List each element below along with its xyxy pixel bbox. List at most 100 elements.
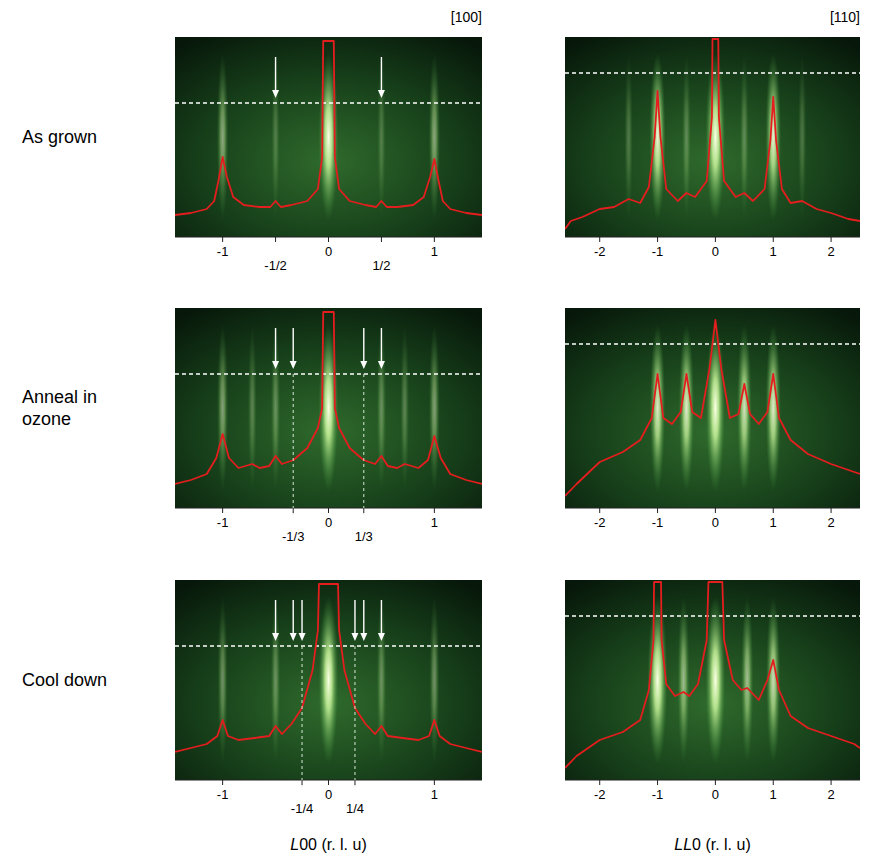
tick-label: 0 [325, 787, 332, 802]
axis-title: L00 (r. l. u) [290, 836, 366, 853]
tick-label: 1 [770, 244, 777, 259]
arrow [378, 328, 385, 369]
row-label: Cool down [22, 670, 107, 690]
tick-mark [222, 237, 223, 242]
arrow [272, 57, 279, 98]
arrow-head [360, 633, 367, 641]
x-axis [565, 780, 860, 781]
arrow-head [290, 361, 297, 369]
axis-title: LL0 (r. l. u) [674, 836, 750, 853]
arrow-shaft [275, 57, 276, 91]
tick-label: 1 [431, 244, 438, 259]
panel-background [175, 580, 482, 780]
arrow-head [378, 633, 385, 641]
row-label-line: Anneal in [22, 387, 102, 407]
row-label-line: ozone [22, 409, 71, 429]
tick-label: -1/3 [282, 529, 304, 544]
tick-label: 1/3 [355, 529, 373, 544]
tick-label: -2 [594, 244, 606, 259]
x-axis [565, 237, 860, 238]
tick-mark [354, 780, 355, 785]
axis-title-part: 0 (r. l. u) [692, 836, 751, 853]
tick-mark [599, 237, 600, 242]
tick-mark [657, 237, 658, 242]
row-label-line: As grown [22, 127, 97, 147]
tick-label: -1 [652, 244, 664, 259]
diffraction-streak [429, 596, 439, 764]
tick-label: 1 [770, 515, 777, 530]
diffraction-streak [650, 324, 665, 492]
tick-label: 1/4 [346, 801, 364, 816]
tick-label: -1 [652, 515, 664, 530]
diffraction-streak [429, 53, 440, 221]
arrow-head [351, 633, 358, 641]
tick-mark [434, 508, 435, 513]
diffraction-streak [377, 324, 387, 492]
tick-label: 0 [325, 515, 332, 530]
tick-mark [434, 780, 435, 785]
grid-line [354, 646, 355, 789]
arrow [378, 600, 385, 641]
diffraction-streak [677, 596, 689, 764]
tick-mark [831, 508, 832, 513]
diffraction-streak [248, 324, 257, 492]
diffraction-streak [705, 596, 725, 764]
diffraction-streak [377, 53, 386, 221]
tick-label: -1 [217, 787, 229, 802]
arrow-head [360, 361, 367, 369]
panel [175, 308, 482, 508]
arrow [360, 328, 367, 369]
tick-label: 1 [431, 787, 438, 802]
grid-line [363, 374, 364, 517]
tick-label: 0 [712, 515, 719, 530]
tick-label: -2 [594, 787, 606, 802]
diffraction-streak [706, 324, 725, 492]
row-label: Anneal in ozone [22, 387, 102, 429]
line-profile [565, 582, 860, 768]
axis-title-part: LL [674, 836, 692, 853]
row-label: As grown [22, 127, 97, 147]
panel [565, 37, 860, 237]
tick-mark [328, 237, 329, 242]
cut-line [565, 615, 860, 617]
tick-label: 1 [431, 515, 438, 530]
arrow-shaft [363, 328, 364, 362]
arrow-shaft [363, 600, 364, 634]
tick-mark [657, 780, 658, 785]
panel-background [565, 580, 860, 780]
diffraction-streak [217, 324, 228, 492]
tick-label: -1 [652, 787, 664, 802]
tick-mark [302, 780, 303, 785]
tick-label: -2 [594, 515, 606, 530]
arrow [290, 328, 297, 369]
arrow [351, 600, 358, 641]
line-profile [175, 584, 482, 752]
arrow-head [299, 633, 306, 641]
tick-mark [275, 237, 276, 242]
tick-label: 2 [827, 787, 834, 802]
arrow-shaft [381, 57, 382, 91]
tick-mark [434, 237, 435, 242]
diffraction-streak [218, 596, 228, 764]
arrow-shaft [293, 328, 294, 362]
arrow-head [378, 361, 385, 369]
tick-mark [657, 508, 658, 513]
row-label-line: Cool down [22, 670, 107, 690]
arrow-shaft [354, 600, 355, 634]
tick-mark [715, 780, 716, 785]
arrow-shaft [293, 600, 294, 634]
tick-label: 0 [325, 244, 332, 259]
diffraction-streak [271, 596, 281, 764]
tick-label: 2 [827, 244, 834, 259]
tick-mark [831, 237, 832, 242]
tick-label: 1 [770, 787, 777, 802]
tick-label: 1/2 [372, 258, 390, 273]
arrow-head [272, 90, 279, 98]
tick-mark [328, 508, 329, 513]
diffraction-streak [798, 53, 807, 221]
panel-background [175, 308, 482, 508]
tick-mark [599, 508, 600, 513]
panel-background [565, 37, 860, 237]
diffraction-streak [271, 53, 280, 221]
line-profile [175, 312, 482, 484]
